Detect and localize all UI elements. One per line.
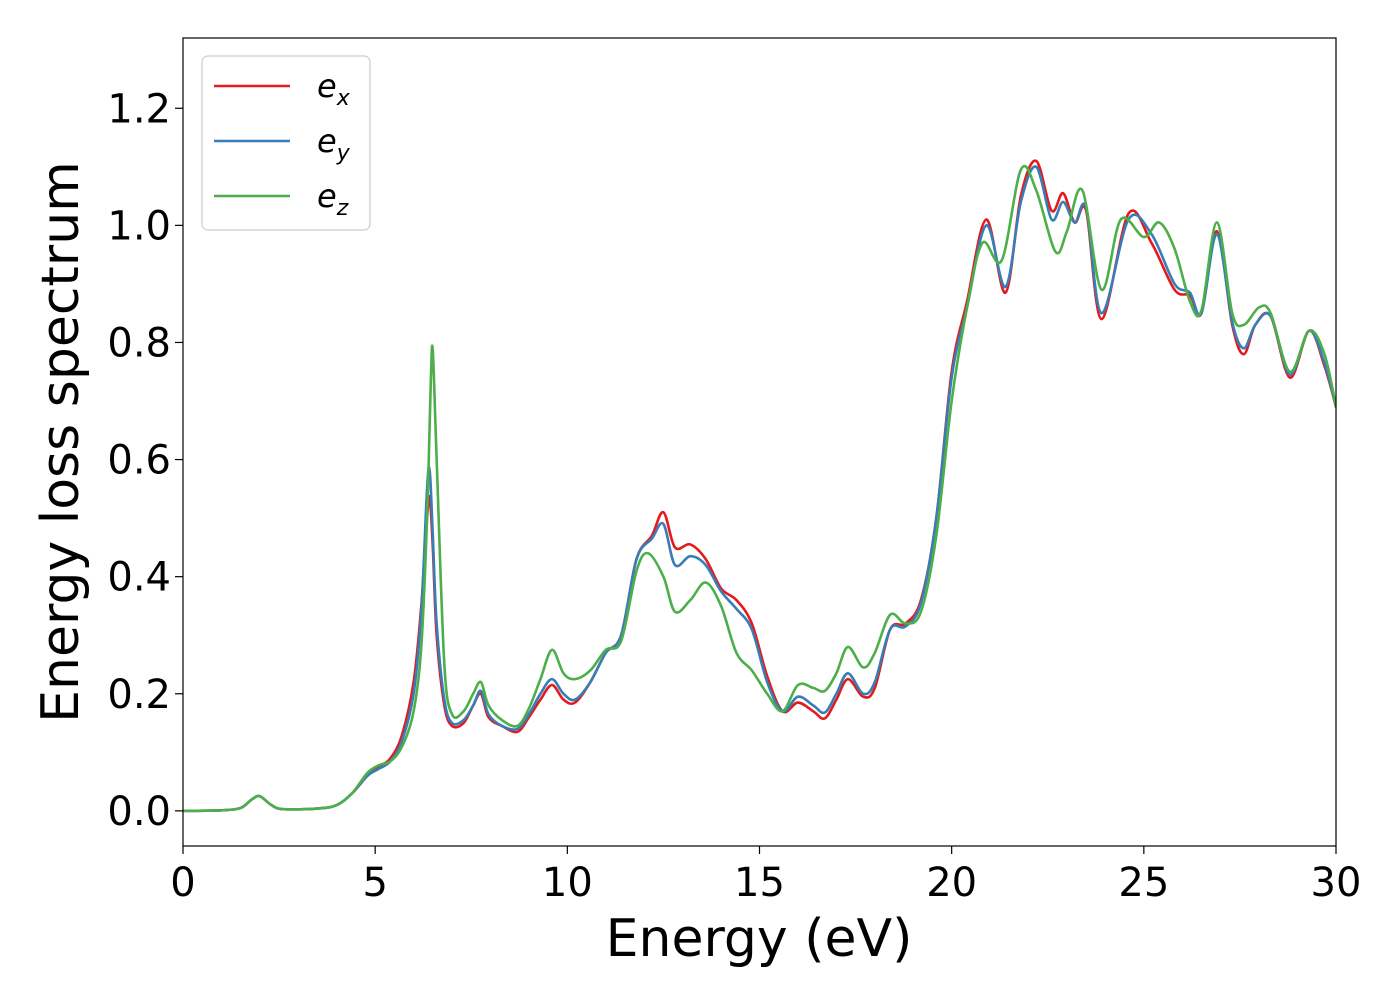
- y-axis: 0.0 0.2 0.4 0.6 0.8 1.0 1.2: [107, 86, 183, 835]
- y-tick-label: 0.0: [107, 789, 171, 835]
- legend-label-subscript: z: [336, 196, 349, 221]
- y-tick-label: 0.2: [107, 672, 171, 718]
- legend-label-z: ez: [317, 177, 349, 221]
- series-layer: [183, 159, 1336, 813]
- y-axis-label: Energy loss spectrum: [31, 161, 91, 723]
- x-tick-label: 20: [926, 860, 977, 906]
- plot-area: [183, 38, 1336, 846]
- y-tick-label: 1.2: [107, 86, 171, 132]
- y-tick-label: 0.4: [107, 555, 171, 601]
- legend-label-base: e: [317, 177, 337, 215]
- legend-label-base: e: [317, 122, 337, 160]
- legend-label-subscript: y: [336, 141, 351, 166]
- legend-label-x: ex: [317, 67, 351, 111]
- series-line-y: [183, 165, 1336, 813]
- x-axis-label: Energy (eV): [606, 909, 913, 969]
- legend-box: [201, 55, 371, 231]
- x-tick-label: 30: [1311, 860, 1362, 906]
- series-line-z: [183, 164, 1336, 813]
- y-tick-label: 0.6: [107, 438, 171, 484]
- x-tick-label: 0: [170, 860, 195, 906]
- legend-label-base: e: [317, 67, 337, 105]
- x-axis: 0 5 10 15 20 25 30: [170, 846, 1361, 906]
- x-tick-label: 15: [734, 860, 785, 906]
- y-tick-label: 1.0: [107, 203, 171, 249]
- legend-label-y: ey: [317, 122, 351, 166]
- x-tick-label: 5: [362, 860, 387, 906]
- x-tick-label: 10: [542, 860, 593, 906]
- legend-label-subscript: x: [336, 86, 351, 111]
- y-tick-label: 0.8: [107, 320, 171, 366]
- x-tick-label: 25: [1118, 860, 1169, 906]
